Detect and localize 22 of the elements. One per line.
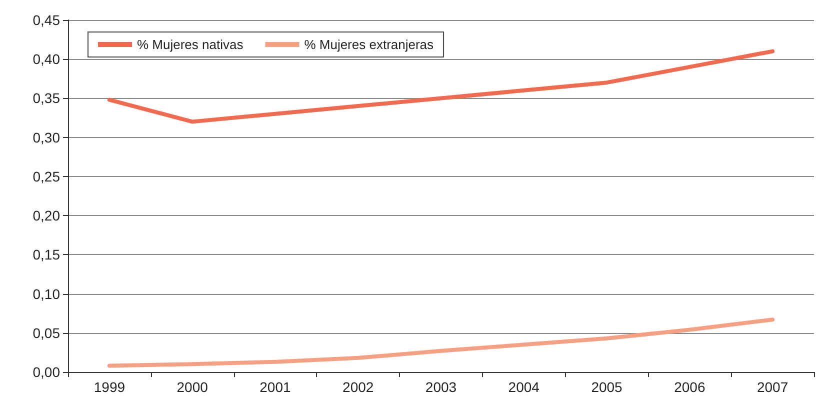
y-tick-label: 0,00	[32, 364, 60, 380]
y-tick-label: 0,15	[32, 246, 60, 263]
y-tick-label: 0,30	[32, 129, 60, 146]
x-tick-label: 2004	[508, 379, 540, 395]
x-tick-label: 2007	[756, 379, 788, 395]
y-tick-label: 0,05	[32, 324, 60, 341]
y-tick-label: 0,25	[32, 168, 60, 184]
x-tick-label: 2005	[591, 379, 623, 395]
x-tick-label: 2001	[260, 379, 291, 395]
x-tick-label: 1999	[94, 379, 126, 395]
legend-label: % Mujeres nativas	[137, 37, 244, 52]
x-tick-label: 2002	[342, 379, 374, 395]
x-tick-label: 2006	[674, 379, 706, 395]
line-series	[107, 318, 775, 368]
y-tick-label: 0,35	[32, 90, 60, 106]
y-tick-label: 0,10	[32, 286, 60, 302]
x-tick-label: 2003	[425, 379, 457, 395]
y-tick-label: 0,45	[32, 12, 60, 28]
y-tick-label: 0,20	[32, 208, 60, 224]
y-tick-label: 0,40	[32, 51, 60, 68]
x-tick-label: 2000	[176, 379, 208, 395]
legend-label: % Mujeres extranjeras	[304, 37, 434, 52]
